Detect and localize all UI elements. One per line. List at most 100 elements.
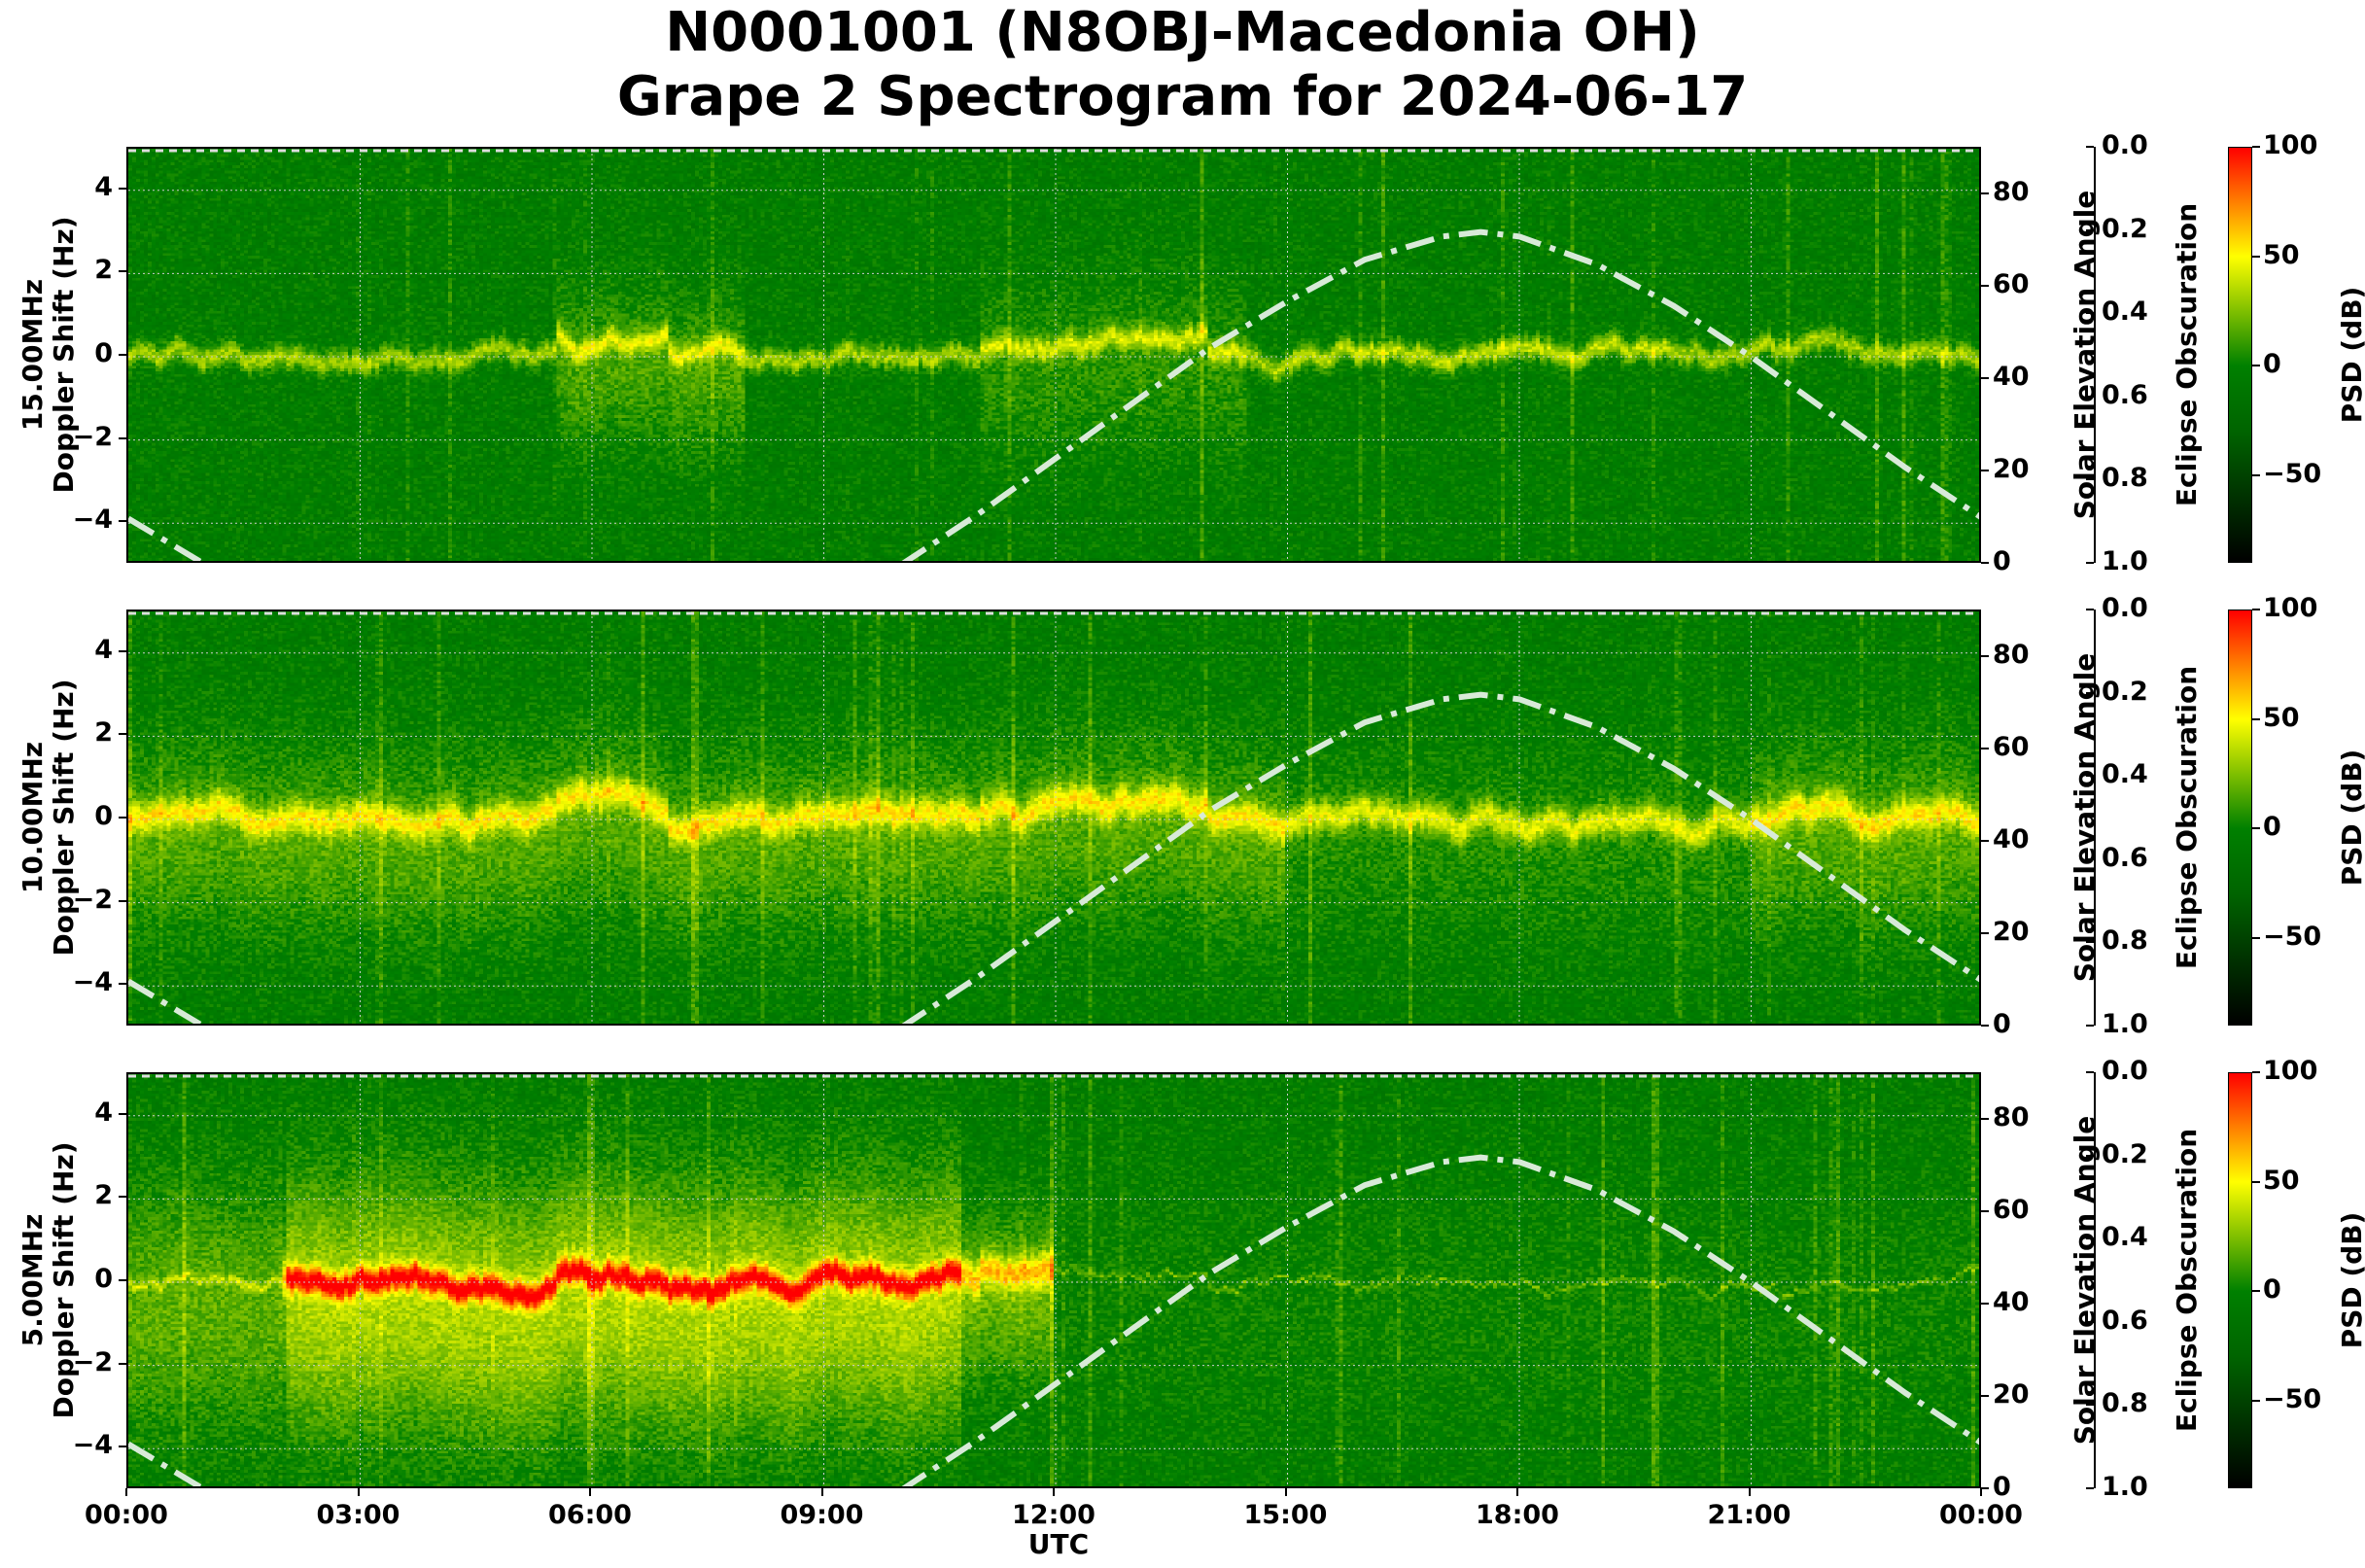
- panel-frequency-label: 10.00MHz: [17, 741, 49, 894]
- elevation-tick-label: 20: [1993, 916, 2030, 947]
- y-tick-mark: [119, 649, 126, 652]
- panel-frequency-label: 5.00MHz: [17, 1213, 49, 1347]
- elevation-tick-mark: [1981, 1117, 1989, 1120]
- eclipse-tick-label: 1.0: [2102, 546, 2148, 576]
- colorbar-label: PSD (dB): [2336, 286, 2365, 424]
- elevation-tick-mark: [1981, 931, 1989, 934]
- eclipse-tick-label: 0.2: [2102, 1138, 2148, 1169]
- elevation-tick-label: 40: [1993, 361, 2030, 392]
- eclipse-axis-spine: [2094, 610, 2096, 1026]
- y-axis-label: 10.00MHz Doppler Shift (Hz): [17, 643, 80, 993]
- x-tick-mark: [357, 1488, 360, 1496]
- colorbar-tick-mark: [2252, 717, 2260, 720]
- y-tick-mark: [119, 899, 126, 902]
- elevation-tick-label: 0: [1993, 546, 2011, 576]
- elevation-tick-mark: [1981, 1394, 1989, 1397]
- eclipse-tick-mark: [2086, 395, 2094, 398]
- elevation-tick-mark: [1981, 1025, 1989, 1027]
- colorbar-tick-label: 50: [2263, 702, 2300, 733]
- eclipse-tick-label: 0.8: [2102, 1388, 2148, 1419]
- elevation-tick-mark: [1981, 192, 1989, 194]
- panel-overlay: [128, 1074, 1979, 1486]
- colorbar-tick-label: 50: [2263, 239, 2300, 270]
- eclipse-tick-mark: [2086, 478, 2094, 481]
- spectrogram-heatmap: [128, 1074, 1979, 1486]
- y-tick-mark: [119, 1196, 126, 1199]
- x-tick-mark: [1748, 1488, 1751, 1496]
- y-tick-label: −2: [72, 421, 113, 452]
- colorbar-tick-mark: [2252, 473, 2260, 476]
- eclipse-tick-label: 0.4: [2102, 1222, 2148, 1253]
- eclipse-tick-label: 0.6: [2102, 379, 2148, 410]
- elevation-tick-mark: [1981, 1302, 1989, 1305]
- colorbar-tick-label: −50: [2263, 921, 2322, 952]
- solar-elevation-line: [128, 978, 205, 1024]
- chart-title-line2: Grape 2 Spectrogram for 2024-06-17: [616, 65, 1749, 128]
- colorbar-tick-label: 0: [2263, 812, 2281, 843]
- eclipse-tick-label: 0.8: [2102, 463, 2148, 494]
- eclipse-axis-label: Eclipse Obscuration: [2171, 1128, 2203, 1433]
- elevation-tick-label: 40: [1993, 1286, 2030, 1317]
- panel-overlay: [128, 149, 1979, 561]
- eclipse-tick-label: 1.0: [2102, 1009, 2148, 1039]
- x-tick-mark: [589, 1488, 591, 1496]
- colorbar-tick-mark: [2252, 146, 2260, 148]
- y-tick-label: 0: [94, 338, 113, 368]
- x-tick-label: 12:00: [1012, 1500, 1096, 1530]
- eclipse-tick-label: 0.2: [2102, 676, 2148, 707]
- elevation-tick-mark: [1981, 654, 1989, 657]
- psd-colorbar: [2228, 1072, 2252, 1488]
- x-tick-mark: [1284, 1488, 1287, 1496]
- y-tick-label: 0: [94, 1264, 113, 1294]
- solar-elevation-axis-label: Solar Elevation Angle: [2069, 190, 2101, 520]
- elevation-tick-mark: [1981, 562, 1989, 564]
- elevation-tick-mark: [1981, 1487, 1989, 1489]
- colorbar-tick-mark: [2252, 1399, 2260, 1402]
- doppler-axis-label: Doppler Shift (Hz): [48, 1141, 80, 1419]
- x-tick-label: 18:00: [1476, 1500, 1559, 1530]
- x-tick-mark: [1053, 1488, 1055, 1496]
- eclipse-axis-spine: [2094, 147, 2096, 563]
- y-tick-mark: [119, 354, 126, 356]
- eclipse-tick-mark: [2086, 691, 2094, 694]
- y-tick-label: 0: [94, 801, 113, 831]
- y-tick-mark: [119, 983, 126, 986]
- eclipse-tick-mark: [2086, 562, 2094, 564]
- y-tick-mark: [119, 1446, 126, 1448]
- colorbar-tick-mark: [2252, 609, 2260, 610]
- elevation-tick-label: 80: [1993, 1101, 2030, 1132]
- y-tick-label: 4: [94, 171, 113, 202]
- solar-elevation-line: [128, 1441, 205, 1486]
- elevation-tick-label: 0: [1993, 1472, 2011, 1502]
- colorbar-tick-mark: [2252, 365, 2260, 367]
- colorbar-tick-mark: [2252, 827, 2260, 830]
- colorbar-tick-label: 0: [2263, 1274, 2281, 1306]
- y-axis-label: 5.00MHz Doppler Shift (Hz): [17, 1105, 80, 1455]
- eclipse-tick-label: 0.4: [2102, 296, 2148, 328]
- y-tick-mark: [119, 1362, 126, 1365]
- elevation-tick-mark: [1981, 376, 1989, 379]
- spectrogram-panel-10.00MHz: [126, 610, 1981, 1026]
- doppler-axis-label: Doppler Shift (Hz): [48, 216, 80, 494]
- eclipse-tick-mark: [2086, 609, 2094, 610]
- y-tick-label: 4: [94, 1097, 113, 1128]
- chart-title-line1: N0001001 (N8OBJ-Macedonia OH): [665, 1, 1700, 64]
- elevation-tick-label: 60: [1993, 268, 2030, 299]
- colorbar-tick-mark: [2252, 936, 2260, 939]
- x-tick-label: 00:00: [1939, 1500, 2023, 1530]
- colorbar-tick-label: −50: [2263, 458, 2322, 489]
- elevation-tick-mark: [1981, 839, 1989, 842]
- eclipse-tick-mark: [2086, 312, 2094, 315]
- solar-elevation-line: [901, 691, 1979, 1024]
- elevation-tick-label: 20: [1993, 1378, 2030, 1410]
- y-tick-label: 2: [94, 255, 113, 286]
- eclipse-tick-label: 0.0: [2102, 130, 2148, 160]
- spectrogram-heatmap: [128, 149, 1979, 561]
- eclipse-tick-mark: [2086, 1154, 2094, 1157]
- eclipse-axis-spine: [2094, 1072, 2096, 1488]
- eclipse-tick-mark: [2086, 1237, 2094, 1240]
- x-tick-mark: [1980, 1488, 1982, 1496]
- x-tick-label: 15:00: [1243, 1500, 1328, 1530]
- colorbar-tick-label: 50: [2263, 1165, 2300, 1196]
- eclipse-tick-mark: [2086, 1404, 2094, 1407]
